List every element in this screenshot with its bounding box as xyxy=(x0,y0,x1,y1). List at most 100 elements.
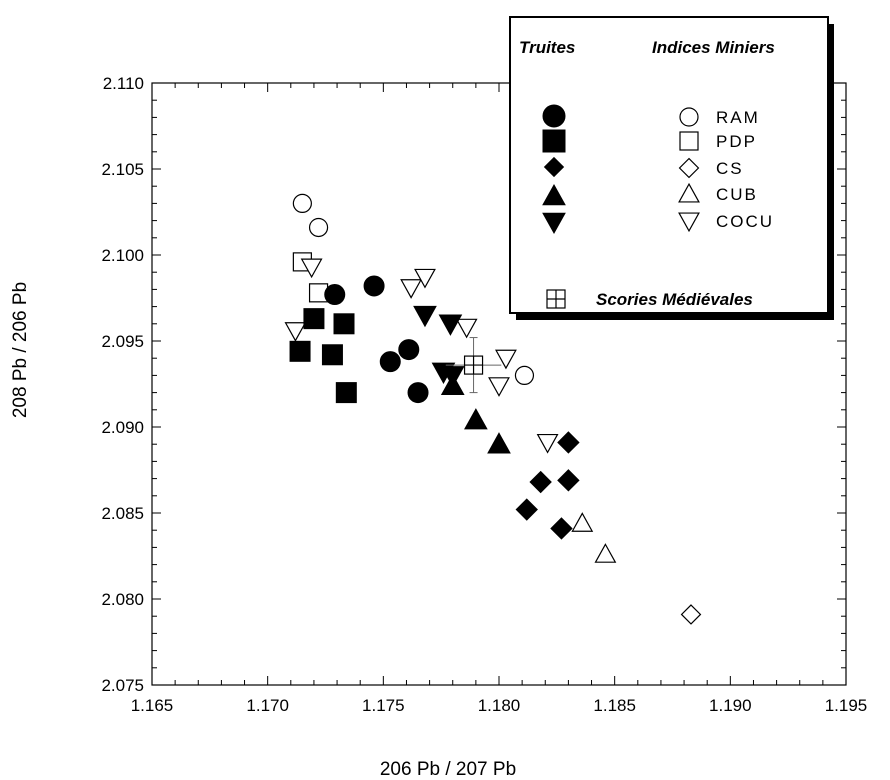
data-point-triangle-down-open xyxy=(488,377,510,397)
data-point-triangle-up-filled xyxy=(487,432,511,454)
data-point-triangle-down-filled-shape xyxy=(440,366,465,388)
data-point-square-filled-shape xyxy=(333,313,355,335)
data-point-circle-filled xyxy=(398,339,420,361)
data-point-triangle-up-open-shape xyxy=(594,543,617,563)
data-point-square-cross-open xyxy=(463,355,484,375)
data-point-triangle-down-filled-shape xyxy=(413,305,437,328)
x-axis-label: 206 Pb / 207 Pb xyxy=(380,759,516,780)
legend-marker-pdp xyxy=(679,131,699,151)
y-tick-label: 2.080 xyxy=(101,590,144,609)
legend-marker-ram xyxy=(679,107,699,127)
x-axis: 1.165 1.170 1.175 1.180 1.185 1.190 1.195 xyxy=(131,83,868,715)
data-point-triangle-down-filled xyxy=(440,366,465,388)
legend: Truites Indices Miniers RAMPDPCSCUBCOCU … xyxy=(509,16,834,320)
data-point-diamond-filled-shape xyxy=(515,498,538,521)
data-point-triangle-down-open-shape xyxy=(495,349,517,370)
data-point-triangle-up-open xyxy=(571,512,594,532)
legend-marker-cs-shape xyxy=(678,157,700,179)
data-point-triangle-down-open xyxy=(300,258,323,279)
data-point-square-filled-shape xyxy=(321,344,343,366)
data-point-triangle-down-open-shape xyxy=(414,268,436,289)
y-axis-label: 208 Pb / 206 Pb xyxy=(10,282,31,418)
x-tick-label: 1.170 xyxy=(246,696,289,715)
legend-marker-cub xyxy=(678,182,700,203)
data-point-diamond-filled-shape xyxy=(557,469,580,492)
data-point-square-filled-shape xyxy=(289,340,311,362)
y-tick-label: 2.075 xyxy=(101,676,144,695)
data-point-circle-filled-shape xyxy=(379,351,401,373)
data-point-circle-open xyxy=(292,193,312,213)
y-tick-label: 2.085 xyxy=(101,504,144,523)
data-point-diamond-filled xyxy=(529,470,552,494)
x-tick-label: 1.180 xyxy=(478,696,521,715)
data-point-circle-open-shape xyxy=(292,193,312,213)
data-point-triangle-down-open xyxy=(284,322,307,342)
legend-marker-cub-shape xyxy=(678,182,700,203)
x-tick-label: 1.195 xyxy=(825,696,868,715)
data-point-triangle-down-filled xyxy=(413,305,437,328)
data-point-triangle-up-filled-shape xyxy=(487,432,511,454)
legend-label-ram: RAM xyxy=(716,108,760,127)
legend-marker-truites-triangle-up xyxy=(542,183,566,206)
legend-marker-cs xyxy=(678,157,700,179)
legend-label-cub: CUB xyxy=(716,185,758,204)
data-point-diamond-open xyxy=(680,604,702,625)
legend-marker-truites-triangle-down xyxy=(542,212,566,235)
data-point-circle-filled xyxy=(363,275,385,297)
data-point-diamond-filled xyxy=(557,431,580,454)
data-points xyxy=(284,193,702,625)
y-tick-label: 2.095 xyxy=(101,332,144,351)
data-point-triangle-down-open-shape xyxy=(536,433,559,454)
legend-marker-pdp-shape xyxy=(679,131,699,151)
data-point-circle-filled-shape xyxy=(407,382,429,404)
legend-marker-truites-triangle-up-shape xyxy=(542,183,566,206)
data-point-diamond-filled-shape xyxy=(529,470,552,494)
legend-slag-label: Scories Médiévales xyxy=(596,290,753,309)
legend-marker-truites-square-shape xyxy=(542,129,566,153)
data-point-triangle-down-open xyxy=(455,318,478,339)
legend-marker-truites-triangle-down-shape xyxy=(542,212,566,235)
x-tick-label: 1.175 xyxy=(362,696,405,715)
data-point-triangle-up-filled xyxy=(464,408,488,430)
data-point-square-filled-shape xyxy=(335,382,357,404)
data-point-triangle-down-open xyxy=(414,268,436,289)
data-point-square-filled xyxy=(335,382,357,404)
data-point-square-filled xyxy=(333,313,355,335)
legend-indices-entries: RAM PDP CS CUB COCU xyxy=(678,107,772,233)
legend-marker-ram-shape xyxy=(679,107,699,127)
data-point-square-filled xyxy=(289,340,311,362)
data-point-diamond-filled-shape xyxy=(557,431,580,454)
data-point-diamond-filled xyxy=(557,469,580,492)
legend-label-pdp: PDP xyxy=(716,132,757,151)
legend-heading-indices-miniers: Indices Miniers xyxy=(652,38,775,57)
x-tick-label: 1.185 xyxy=(593,696,636,715)
data-point-triangle-down-open xyxy=(400,279,423,299)
data-point-circle-filled xyxy=(379,351,401,373)
legend-truites-markers xyxy=(542,104,566,235)
legend-marker-truites-circle-shape xyxy=(542,104,566,128)
legend-marker-cocu xyxy=(678,212,700,233)
data-point-circle-filled xyxy=(407,382,429,404)
data-point-triangle-down-open-shape xyxy=(488,377,510,397)
data-point-circle-open-shape xyxy=(308,217,329,238)
legend-marker-truites-diamond-shape xyxy=(543,156,565,178)
y-axis: 2.075 2.080 2.085 2.090 2.095 2.100 2.105 2.110 xyxy=(101,74,846,695)
legend-marker-cocu-shape xyxy=(678,212,700,233)
data-point-triangle-up-filled-shape xyxy=(464,408,488,430)
data-point-diamond-filled-shape xyxy=(550,517,573,540)
data-point-diamond-filled xyxy=(550,517,573,540)
data-point-triangle-down-filled xyxy=(438,314,463,336)
data-point-circle-filled xyxy=(324,284,346,306)
legend-label-cs: CS xyxy=(716,159,744,178)
data-point-circle-filled-shape xyxy=(324,284,346,306)
data-point-triangle-down-open-shape xyxy=(455,318,478,339)
y-tick-label: 2.105 xyxy=(101,160,144,179)
data-point-square-filled xyxy=(321,344,343,366)
legend-heading-truites: Truites xyxy=(519,38,575,57)
x-tick-label: 1.190 xyxy=(709,696,752,715)
y-tick-label: 2.090 xyxy=(101,418,144,437)
data-point-triangle-down-open-shape xyxy=(400,279,423,299)
y-tick-label: 2.100 xyxy=(101,246,144,265)
data-point-triangle-down-open xyxy=(495,349,517,370)
